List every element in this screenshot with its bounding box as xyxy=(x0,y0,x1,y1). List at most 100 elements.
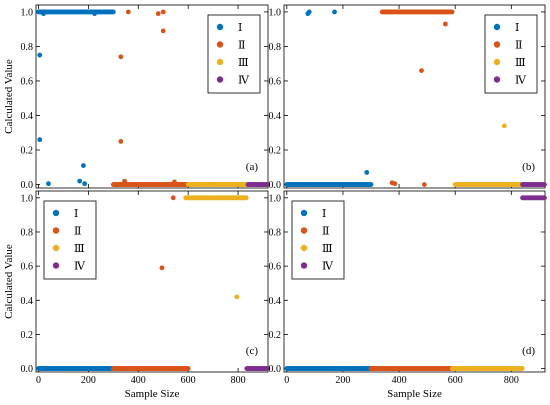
data-point xyxy=(449,9,455,15)
data-markers xyxy=(284,9,547,187)
legend-label: Ⅲ xyxy=(74,243,85,255)
y-tick-label: 0.0 xyxy=(269,180,282,191)
y-tick-label: 1.0 xyxy=(21,193,34,204)
panel-label: (b) xyxy=(522,161,535,173)
legend-marker xyxy=(52,244,60,252)
legend: Ⅰ Ⅱ Ⅲ Ⅳ xyxy=(291,200,345,280)
y-tick-label: 0.2 xyxy=(269,330,282,341)
legend-marker xyxy=(493,58,501,66)
data-point xyxy=(243,195,249,201)
y-tick-label: 1.0 xyxy=(21,7,34,18)
legend-label: Ⅰ xyxy=(515,22,519,34)
series-Ⅳ xyxy=(520,195,547,201)
data-point xyxy=(234,294,240,300)
data-point xyxy=(118,138,124,144)
x-tick-label: 200 xyxy=(335,375,350,386)
legend-marker xyxy=(300,209,308,217)
y-tick-label: 0.4 xyxy=(269,111,282,122)
y-tick-label: 0.8 xyxy=(269,227,282,238)
legend-label: Ⅰ xyxy=(238,22,242,34)
chart-panel-b: 0.0 0.2 0.4 0.6 0.8 1.0 Ⅰ Ⅱ Ⅲ Ⅳ (b) xyxy=(269,4,547,191)
x-tick-label: 0 xyxy=(36,375,41,386)
legend-marker xyxy=(493,23,501,31)
data-point xyxy=(364,170,370,175)
legend-box xyxy=(291,200,345,280)
data-point xyxy=(542,195,547,201)
data-point xyxy=(82,181,88,187)
chart-panel-a: 0.0 0.2 0.4 0.6 0.8 1.0 Ⅰ Ⅱ Ⅲ Ⅳ (a) Calculated Valu… xyxy=(3,4,270,191)
legend-marker xyxy=(52,209,60,217)
x-tick-label: 400 xyxy=(131,375,146,386)
series-Ⅲ xyxy=(449,366,525,371)
data-point xyxy=(155,11,161,17)
series-Ⅲ xyxy=(185,182,251,187)
legend-label: Ⅰ xyxy=(322,208,326,220)
legend-label: Ⅳ xyxy=(74,261,86,273)
y-tick-label: 0.8 xyxy=(21,227,34,238)
series-Ⅰ xyxy=(36,9,116,187)
data-point xyxy=(160,28,166,34)
legend-box xyxy=(43,200,97,280)
data-point xyxy=(170,195,176,201)
legend-label: Ⅲ xyxy=(238,57,249,69)
legend-marker xyxy=(52,227,60,234)
data-point xyxy=(122,178,127,184)
data-point xyxy=(46,181,51,187)
chart-panel-c: 0.0 0.2 0.4 0.6 0.8 1.0 0 200 400 600 800 Ⅰ Ⅱ Ⅲ Ⅳ (c) Ca… xyxy=(3,190,271,400)
data-point xyxy=(92,11,98,17)
legend-label: Ⅱ xyxy=(74,226,81,238)
y-tick-label: 0.4 xyxy=(269,296,282,307)
x-tick-label: 800 xyxy=(504,375,519,386)
legend-marker xyxy=(300,244,308,252)
y-tick-label: 1.0 xyxy=(269,7,282,18)
data-point xyxy=(160,366,166,371)
data-point xyxy=(160,9,166,15)
x-axis-title: Sample Size xyxy=(125,388,180,400)
data-markers xyxy=(36,195,271,371)
series-Ⅲ xyxy=(452,123,525,187)
data-markers xyxy=(36,9,270,187)
panel-label: (d) xyxy=(522,345,535,357)
series-Ⅰ xyxy=(284,366,374,371)
y-tick-label: 0.0 xyxy=(21,180,34,191)
series-Ⅰ xyxy=(36,366,116,371)
y-tick-label: 0.4 xyxy=(21,296,34,307)
legend-marker xyxy=(493,76,501,83)
chart-panel-d: 0.0 0.2 0.4 0.6 0.8 1.0 0 200 400 600 800 Ⅰ Ⅱ Ⅲ Ⅳ (d) Sa… xyxy=(269,190,547,400)
y-tick-label: 0.8 xyxy=(269,42,282,53)
y-axis-title: Calculated Value xyxy=(3,244,15,319)
legend: Ⅰ Ⅱ Ⅲ Ⅳ xyxy=(207,14,261,94)
legend-label: Ⅳ xyxy=(238,75,250,87)
legend-label: Ⅱ xyxy=(238,40,245,52)
x-tick-label: 400 xyxy=(392,375,407,386)
data-point xyxy=(159,265,165,271)
y-tick-label: 0.4 xyxy=(21,111,34,122)
legend-marker xyxy=(493,41,501,48)
legend-marker xyxy=(300,262,308,269)
y-tick-label: 0.0 xyxy=(21,364,34,375)
series-Ⅱ xyxy=(379,9,455,187)
x-tick-label: 600 xyxy=(181,375,196,386)
data-point xyxy=(332,9,337,15)
legend-marker xyxy=(52,262,60,269)
series-Ⅱ xyxy=(110,195,191,371)
data-point xyxy=(306,9,312,15)
data-point xyxy=(37,52,43,58)
legend-marker xyxy=(300,227,308,234)
data-point xyxy=(265,182,270,187)
series-Ⅳ xyxy=(244,366,271,371)
y-tick-label: 0.6 xyxy=(21,262,34,273)
data-point xyxy=(185,366,191,371)
data-point xyxy=(519,366,525,371)
y-tick-label: 0.2 xyxy=(21,330,34,341)
x-tick-label: 600 xyxy=(448,375,463,386)
y-tick-label: 0.8 xyxy=(21,42,34,53)
series-Ⅱ xyxy=(110,9,191,187)
y-tick-label: 0.0 xyxy=(269,364,282,375)
y-axis-title: Calculated Value xyxy=(3,59,15,134)
legend-label: Ⅳ xyxy=(322,261,334,273)
series-Ⅰ xyxy=(284,9,374,187)
data-point xyxy=(368,182,374,187)
data-point xyxy=(118,54,124,60)
